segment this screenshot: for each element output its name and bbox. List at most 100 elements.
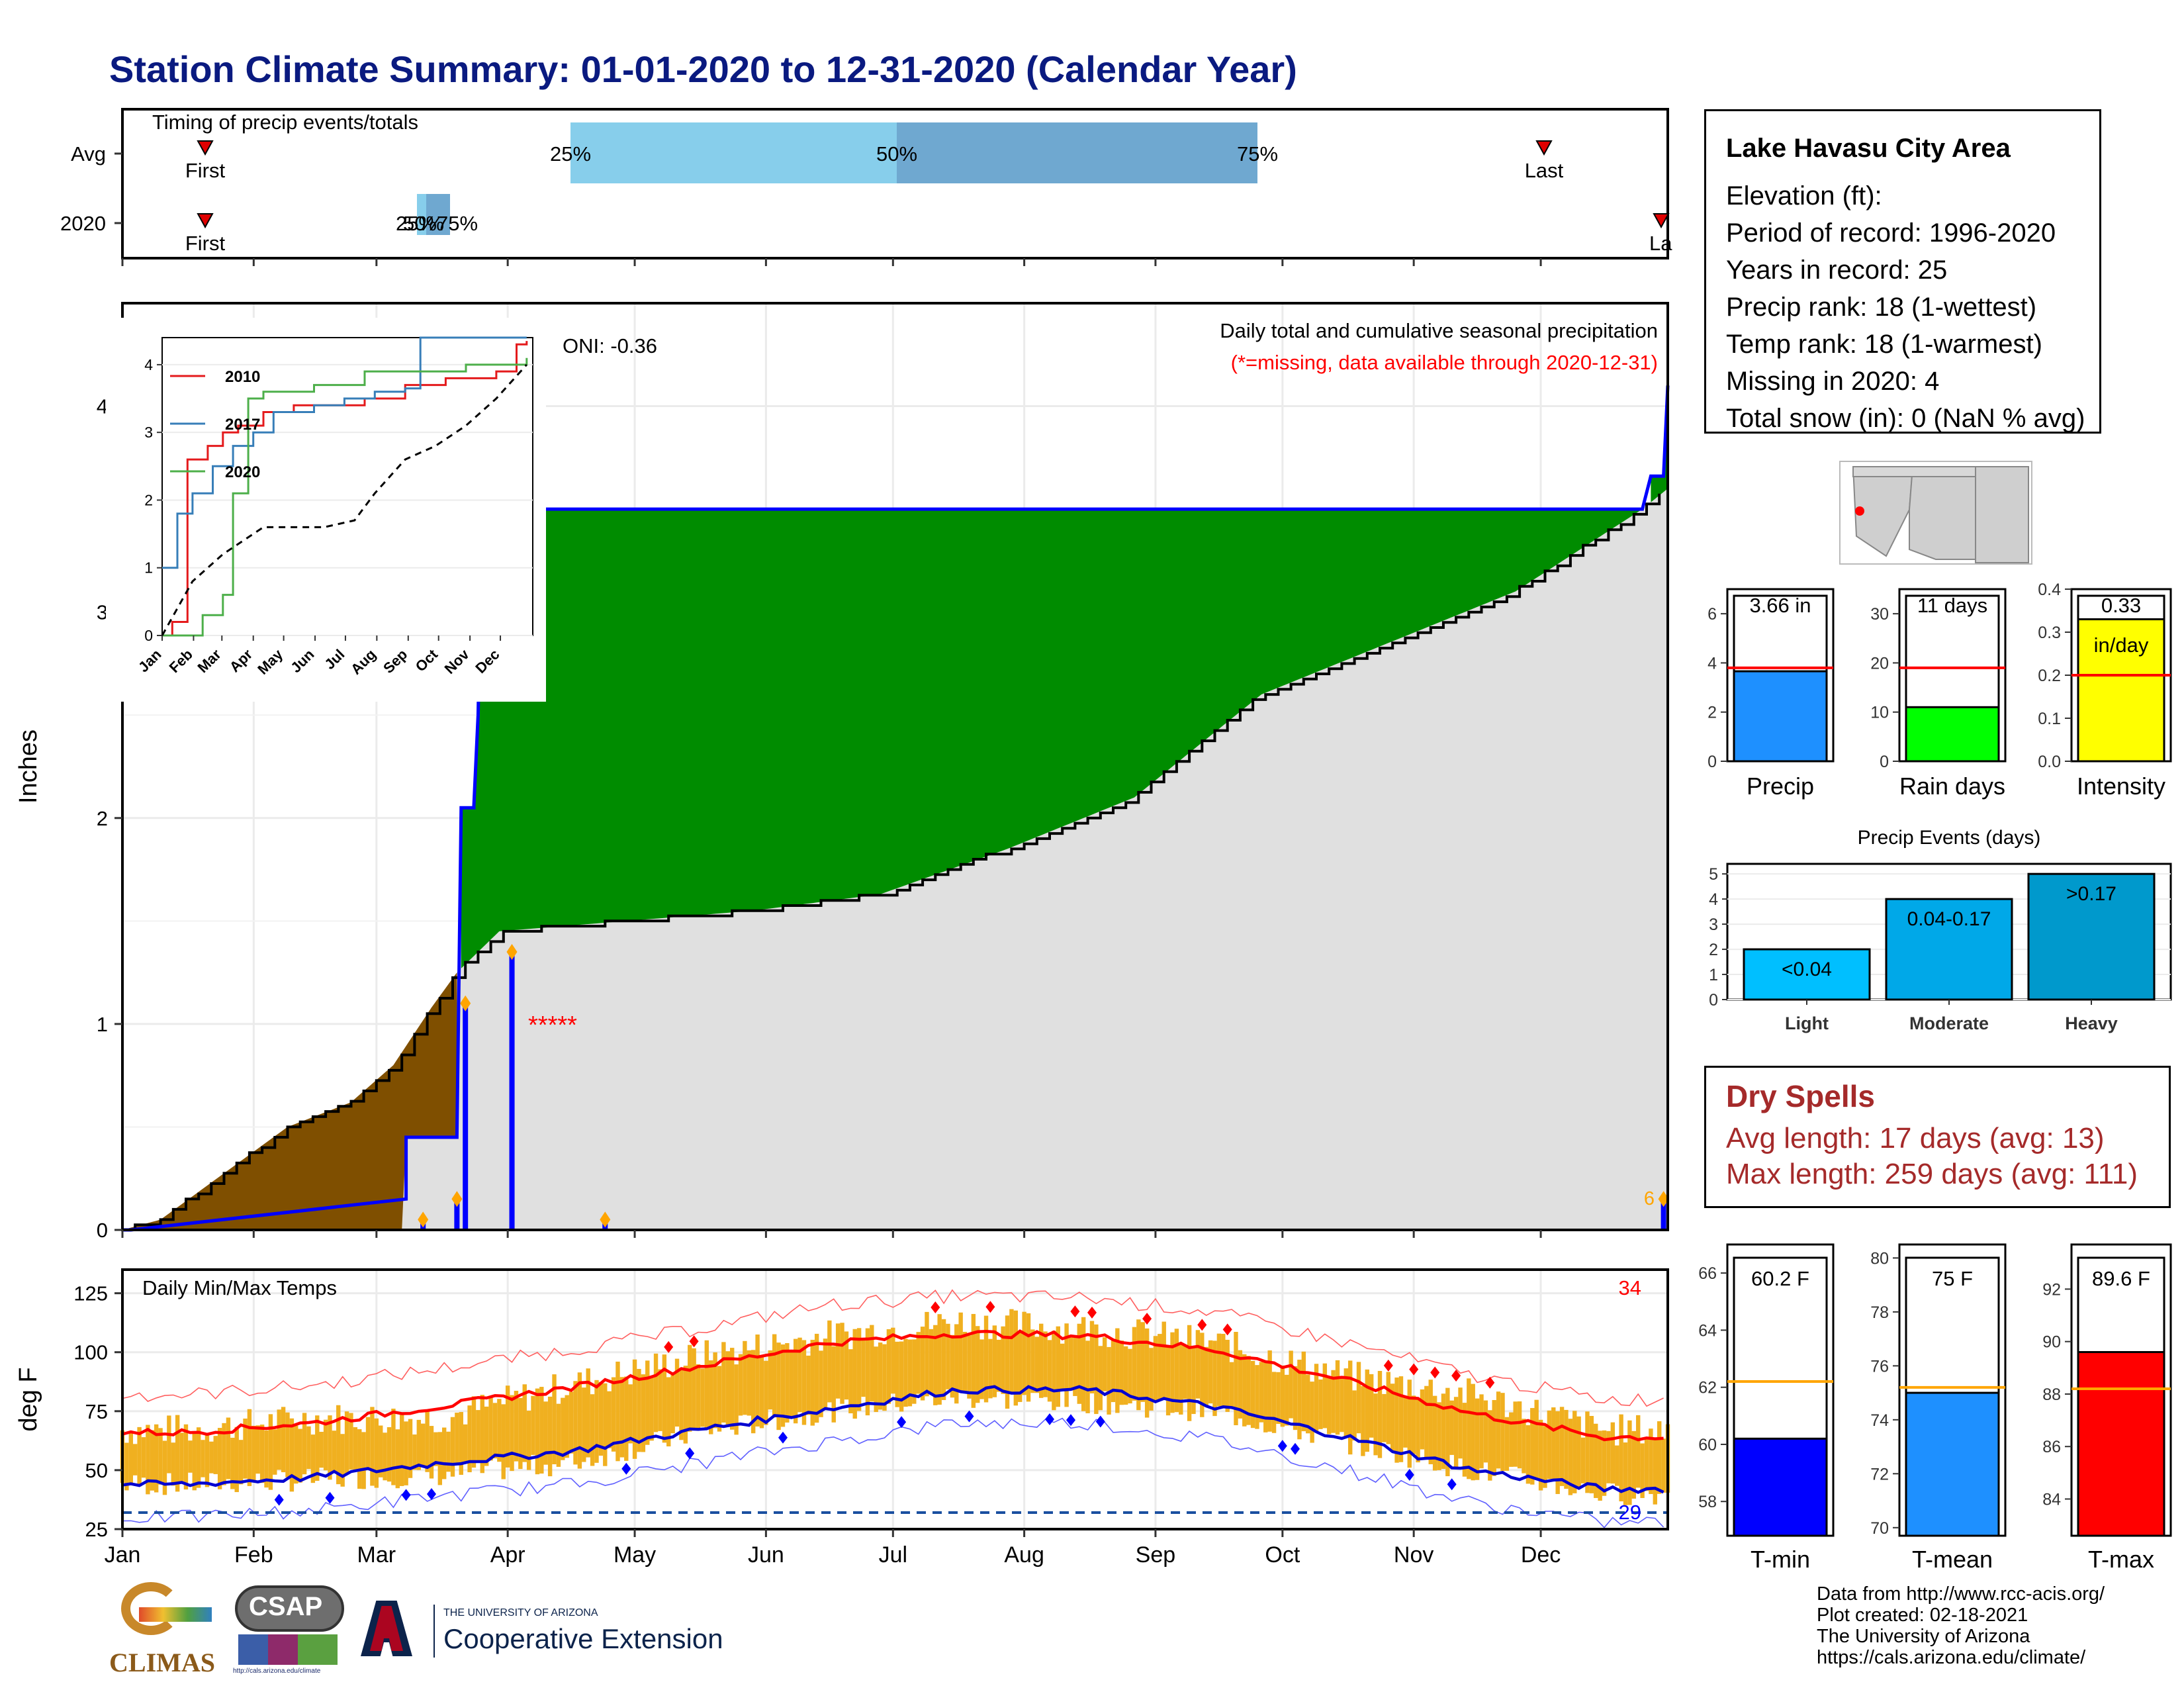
station-info-box: Lake Havasu City Area Elevation (ft): Pe… bbox=[1704, 109, 2101, 434]
month-tick-label: Dec bbox=[1521, 1542, 1561, 1568]
temp-bar-tick-label: 80 bbox=[1870, 1249, 1889, 1268]
daily-temp-bar bbox=[1627, 1420, 1632, 1505]
daily-temp-bar bbox=[1615, 1445, 1619, 1486]
daily-temp-bar bbox=[124, 1442, 129, 1491]
daily-temp-bar bbox=[1216, 1333, 1222, 1407]
daily-temp-bar bbox=[1348, 1360, 1353, 1455]
daily-temp-bar bbox=[1005, 1315, 1010, 1409]
daily-temp-bar bbox=[1132, 1327, 1137, 1401]
last-marker-icon bbox=[1653, 213, 1670, 229]
daily-temp-bar bbox=[306, 1426, 311, 1470]
daily-temp-bar bbox=[1128, 1348, 1132, 1404]
record-low-marker bbox=[685, 1447, 695, 1460]
timing-title: Timing of precip events/totals bbox=[152, 111, 418, 134]
daily-temp-bar bbox=[1509, 1412, 1514, 1467]
cold-days-count: 29 bbox=[1619, 1501, 1641, 1524]
daily-temp-bar bbox=[590, 1394, 595, 1466]
daily-temp-bar bbox=[323, 1419, 328, 1471]
daily-temp-bar bbox=[780, 1344, 786, 1427]
daily-temp-bar bbox=[848, 1349, 853, 1414]
daily-temp-bar bbox=[395, 1429, 400, 1489]
avg-first-label: First bbox=[185, 159, 226, 182]
daily-temp-bar bbox=[167, 1415, 171, 1474]
daily-temp-bar bbox=[400, 1414, 404, 1486]
daily-temp-bar bbox=[1081, 1317, 1086, 1411]
daily-temp-bar bbox=[264, 1430, 269, 1488]
daily-temp-bar bbox=[967, 1335, 972, 1399]
temp-bar-value bbox=[1905, 1391, 2000, 1537]
daily-temp-bar bbox=[674, 1358, 680, 1427]
daily-temp-bar bbox=[679, 1368, 684, 1440]
dry-spells-max: Max length: 259 days (avg: 111) bbox=[1726, 1158, 2138, 1190]
precip-missing-note: (*=missing, data available through 2020-… bbox=[1231, 351, 1658, 374]
record-high-marker bbox=[985, 1301, 995, 1313]
daily-temp-bar bbox=[1623, 1442, 1628, 1505]
temp-y-tick-label: 125 bbox=[73, 1282, 108, 1305]
daily-temp-bar bbox=[738, 1354, 743, 1416]
daily-temp-bar bbox=[1356, 1362, 1361, 1434]
daily-temp-bar bbox=[425, 1411, 430, 1472]
temp-bar-tick-label: 84 bbox=[2042, 1491, 2061, 1509]
temp-bar-value bbox=[1733, 1437, 1828, 1537]
daily-temp-bar bbox=[273, 1429, 277, 1475]
inset-legend-label: 2017 bbox=[225, 416, 260, 434]
daily-temp-bar bbox=[764, 1360, 768, 1425]
hot-days-count: 34 bbox=[1619, 1276, 1641, 1299]
daily-temp-bar bbox=[518, 1397, 523, 1470]
daily-temp-bar bbox=[1327, 1376, 1332, 1434]
daily-temp-bar bbox=[1340, 1378, 1344, 1432]
daily-temp-bar bbox=[1644, 1436, 1649, 1491]
daily-temp-bar bbox=[1276, 1372, 1281, 1425]
record-high-marker bbox=[1197, 1319, 1207, 1331]
month-tick-label: May bbox=[614, 1542, 656, 1568]
daily-temp-bar bbox=[1606, 1430, 1611, 1483]
record-low-marker bbox=[621, 1462, 631, 1475]
temp-bar-tick-label: 74 bbox=[1870, 1411, 1889, 1430]
avg-cumulative-area bbox=[122, 489, 1668, 1230]
daily-temp-bar bbox=[1610, 1422, 1615, 1484]
station-name: Lake Havasu City Area bbox=[1726, 134, 2011, 163]
daily-temp-bar bbox=[569, 1391, 574, 1454]
daily-temp-bar bbox=[806, 1355, 811, 1415]
climas-logo: CLIMAS bbox=[109, 1582, 218, 1681]
daily-temp-bar bbox=[1238, 1350, 1243, 1419]
inset-series-line bbox=[161, 363, 527, 636]
state-shape bbox=[1975, 466, 2029, 563]
daily-temp-bar bbox=[1445, 1387, 1450, 1477]
mini-bar-tick-label: 0 bbox=[1880, 753, 1889, 771]
daily-temp-bar bbox=[734, 1364, 739, 1435]
daily-temp-bar bbox=[615, 1361, 620, 1462]
daily-temp-bar bbox=[1322, 1363, 1328, 1429]
daily-temp-bar bbox=[1361, 1385, 1365, 1456]
temp-y-tick-label: 75 bbox=[85, 1400, 108, 1423]
daily-temp-bar bbox=[1390, 1383, 1395, 1452]
daily-temp-bar bbox=[285, 1412, 290, 1477]
daily-temp-bar bbox=[1022, 1311, 1026, 1395]
daily-temp-bar bbox=[831, 1346, 836, 1423]
daily-temp-bar bbox=[1479, 1394, 1484, 1469]
daily-temp-bar bbox=[950, 1335, 955, 1398]
daily-temp-bar bbox=[925, 1311, 929, 1397]
daily-temp-bar bbox=[1661, 1438, 1666, 1493]
info-line: Missing in 2020: 4 bbox=[1726, 367, 1940, 396]
daily-temp-bar bbox=[954, 1324, 959, 1404]
daily-temp-bar bbox=[158, 1428, 163, 1485]
daily-temp-bar bbox=[404, 1421, 408, 1485]
csap-wordmark: CSAP bbox=[249, 1592, 323, 1621]
daily-temp-bar bbox=[1034, 1336, 1040, 1393]
month-tick-label: Sep bbox=[1136, 1542, 1176, 1568]
precip-panel-frame bbox=[121, 302, 1669, 1231]
daily-temp-bar bbox=[1204, 1346, 1208, 1406]
temp-y-tick-label: 50 bbox=[85, 1459, 108, 1482]
events-y-tick-label: 1 bbox=[1709, 966, 1718, 984]
avg-last-label: Last bbox=[1525, 159, 1564, 182]
temp-bar-tick-label: 86 bbox=[2042, 1438, 2061, 1456]
daily-temp-bar bbox=[1102, 1337, 1107, 1391]
daily-temp-bar bbox=[789, 1350, 794, 1417]
daily-temp-bar bbox=[501, 1404, 506, 1479]
temp-bar-tick-label: 66 bbox=[1698, 1264, 1717, 1283]
events-category-label: Light bbox=[1785, 1013, 1829, 1033]
daily-temp-bar bbox=[539, 1387, 544, 1474]
daily-temp-bar bbox=[1187, 1325, 1192, 1421]
info-line: Period of record: 1996-2020 bbox=[1726, 218, 2056, 248]
